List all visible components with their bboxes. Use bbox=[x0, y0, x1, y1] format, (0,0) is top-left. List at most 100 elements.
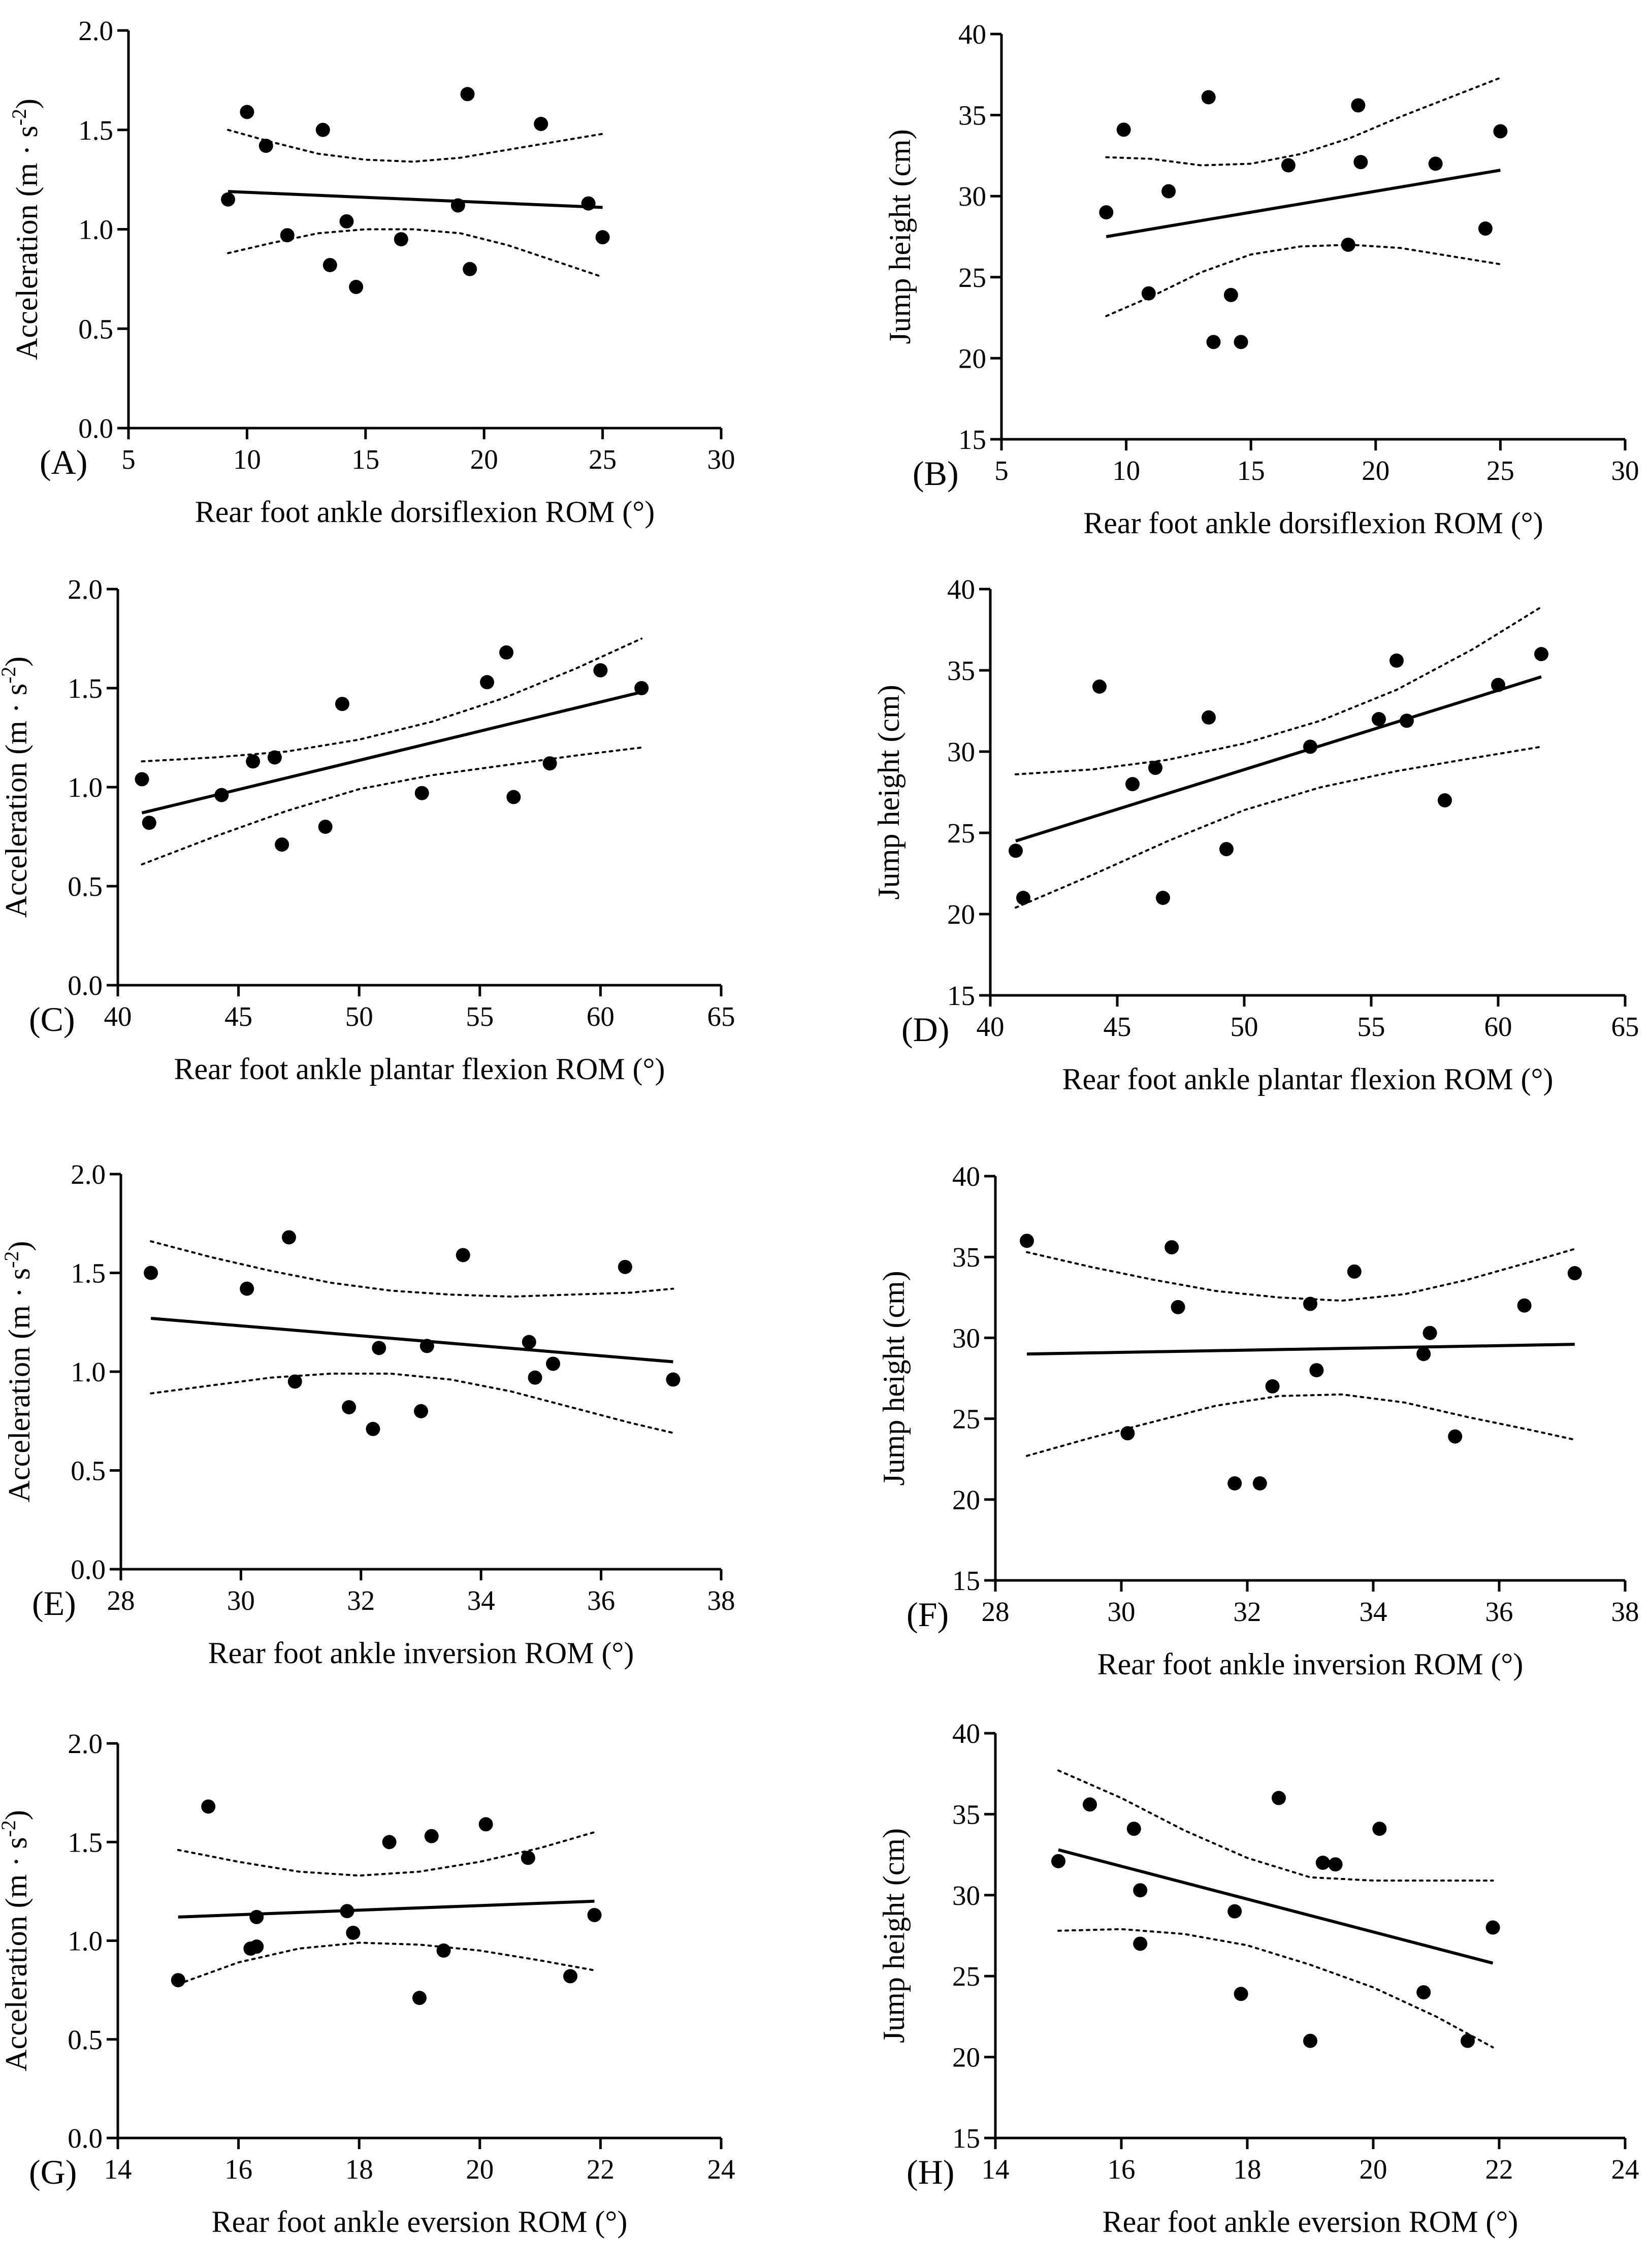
data-point bbox=[1206, 335, 1221, 349]
panel-f: 15 20 25 30 35 40 28 30 32 34 36 38 Rear foot ankle … bbox=[877, 1161, 1639, 1681]
x-tick-label: 20 bbox=[470, 444, 498, 475]
data-point bbox=[546, 1356, 561, 1371]
data-point bbox=[315, 122, 330, 137]
data-point bbox=[1156, 891, 1170, 905]
x-tick-label: 36 bbox=[587, 1585, 615, 1616]
data-point bbox=[1517, 1298, 1532, 1313]
data-point bbox=[1161, 184, 1176, 199]
data-point bbox=[1328, 1857, 1343, 1872]
x-tick-label: 18 bbox=[1234, 2154, 1261, 2185]
data-point bbox=[1372, 1822, 1387, 1836]
panel-label: (F) bbox=[907, 1595, 949, 1634]
panel-h: 15 20 25 30 35 40 14 16 18 20 22 24 Rear foot ankle … bbox=[877, 1718, 1639, 2239]
data-point bbox=[258, 139, 273, 153]
y-axis-title: Jump height (cm) bbox=[877, 1828, 911, 2043]
data-point bbox=[521, 1851, 535, 1865]
y-tick-label: 0.5 bbox=[68, 871, 103, 902]
data-point bbox=[1020, 1234, 1034, 1248]
regression-line bbox=[1106, 169, 1501, 238]
x-tick-label: 24 bbox=[1611, 2154, 1639, 2185]
data-point bbox=[340, 1904, 354, 1919]
data-point bbox=[1303, 1297, 1317, 1311]
data-point bbox=[1341, 237, 1355, 252]
x-axis-title: Rear foot ankle eversion ROM (°) bbox=[1103, 2205, 1518, 2239]
data-point bbox=[581, 196, 596, 211]
x-axis-title: Rear foot ankle plantar flexion ROM (°) bbox=[1062, 1062, 1553, 1096]
data-point bbox=[1485, 1920, 1500, 1935]
x-tick-label: 16 bbox=[1108, 2154, 1136, 2185]
x-tick-label: 32 bbox=[347, 1585, 375, 1616]
data-point bbox=[287, 1374, 302, 1389]
data-point bbox=[281, 1230, 296, 1245]
data-point bbox=[1303, 2033, 1317, 2048]
y-axis-title: Acceleration (m · s-2) bbox=[8, 99, 44, 360]
panel-label: (E) bbox=[32, 1584, 76, 1623]
ci-lower-line bbox=[141, 747, 643, 866]
x-tick-label: 15 bbox=[351, 444, 379, 475]
y-axis-title-close: ) bbox=[0, 657, 33, 667]
data-point bbox=[1389, 653, 1404, 668]
data-point bbox=[1171, 1300, 1185, 1314]
y-tick-label: 40 bbox=[952, 1161, 980, 1192]
panel-label: (G) bbox=[29, 2153, 77, 2191]
panel-g: 0.0 0.5 1.0 1.5 2.0 14 16 18 20 22 24 Rear foot ank… bbox=[0, 1728, 735, 2239]
data-point bbox=[595, 230, 610, 245]
y-axis-title: Acceleration (m · s-2) bbox=[0, 1810, 33, 2071]
data-point bbox=[1234, 1987, 1248, 2001]
data-point bbox=[201, 1799, 216, 1814]
data-point bbox=[249, 1939, 264, 1954]
data-point bbox=[563, 1969, 577, 1984]
data-point bbox=[221, 192, 236, 207]
panel-d: 15 20 25 30 35 40 40 45 50 55 60 65 Rear foot ankle … bbox=[872, 574, 1639, 1096]
data-point bbox=[666, 1372, 681, 1387]
y-tick-label: 15 bbox=[952, 1565, 980, 1596]
y-tick-label: 20 bbox=[952, 1484, 980, 1515]
x-tick-label: 45 bbox=[224, 1001, 252, 1032]
x-tick-label: 50 bbox=[345, 1001, 373, 1032]
data-point bbox=[275, 837, 289, 852]
data-point bbox=[436, 1943, 451, 1958]
ci-upper-line bbox=[150, 1240, 674, 1298]
regression-line bbox=[1015, 675, 1542, 843]
x-tick-label: 60 bbox=[1484, 1011, 1512, 1042]
x-tick-label: 38 bbox=[707, 1585, 735, 1616]
data-point bbox=[1227, 1476, 1242, 1491]
data-point bbox=[1315, 1856, 1330, 1870]
x-tick-label: 20 bbox=[1362, 455, 1389, 486]
x-tick-label: 16 bbox=[224, 2154, 252, 2185]
y-tick-label: 40 bbox=[947, 574, 975, 605]
ci-lower-line bbox=[177, 1941, 596, 1985]
x-tick-label: 28 bbox=[982, 1596, 1010, 1627]
ci-upper-line bbox=[141, 637, 643, 763]
data-point bbox=[394, 232, 408, 247]
panel-c: 0.0 0.5 1.0 1.5 2.0 40 45 50 55 60 65 Rear foot ank… bbox=[0, 574, 735, 1086]
ci-upper-line bbox=[1015, 606, 1542, 775]
y-tick-label: 1.5 bbox=[68, 673, 103, 704]
y-tick-label: 1.0 bbox=[68, 1926, 103, 1957]
x-tick-label: 14 bbox=[982, 2154, 1010, 2185]
data-point bbox=[480, 675, 495, 690]
x-tick-label: 5 bbox=[994, 455, 1009, 486]
data-point bbox=[142, 816, 156, 830]
x-tick-label: 30 bbox=[227, 1585, 255, 1616]
ci-lower-line bbox=[1105, 243, 1502, 317]
data-point bbox=[214, 788, 229, 802]
x-tick-label: 45 bbox=[1104, 1011, 1131, 1042]
ci-upper-line bbox=[177, 1831, 596, 1877]
data-point bbox=[1201, 90, 1216, 105]
y-axis-title: Jump height (cm) bbox=[872, 685, 905, 899]
x-tick-label: 14 bbox=[104, 2154, 132, 2185]
x-tick-label: 60 bbox=[587, 1001, 614, 1032]
y-axis-title-exponent: -2 bbox=[0, 667, 20, 684]
x-tick-label: 5 bbox=[121, 444, 136, 475]
y-tick-label: 0.5 bbox=[71, 1455, 106, 1486]
data-point bbox=[372, 1341, 386, 1355]
x-axis-title: Rear foot ankle inversion ROM (°) bbox=[208, 1636, 634, 1670]
x-tick-label: 10 bbox=[1112, 455, 1140, 486]
ci-lower-line bbox=[1026, 1393, 1576, 1457]
x-tick-label: 10 bbox=[233, 444, 261, 475]
panel-label: (A) bbox=[40, 443, 87, 481]
data-point bbox=[1133, 1883, 1148, 1898]
x-tick-label: 55 bbox=[1357, 1011, 1385, 1042]
